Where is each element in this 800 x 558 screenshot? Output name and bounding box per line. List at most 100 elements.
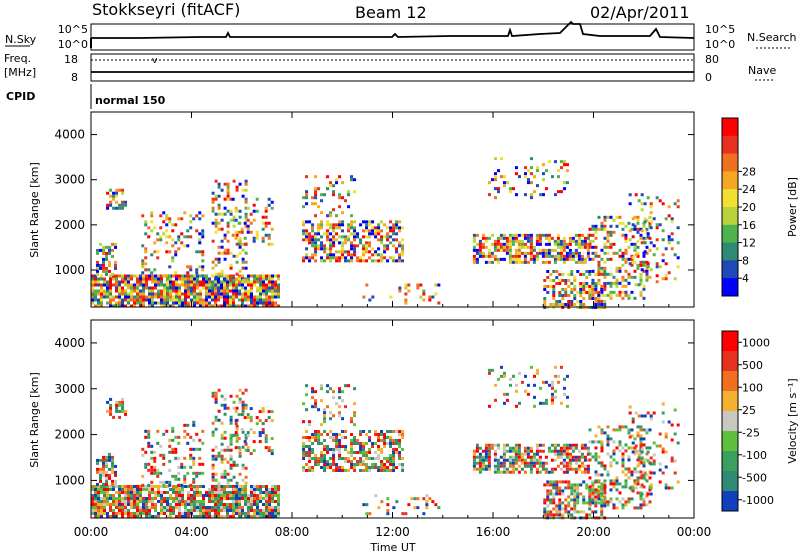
data-cell bbox=[478, 248, 482, 252]
data-cell bbox=[223, 212, 227, 216]
data-cell bbox=[362, 442, 366, 445]
data-cell bbox=[338, 256, 342, 260]
data-cell bbox=[277, 292, 280, 296]
data-cell bbox=[235, 233, 239, 237]
data-cell bbox=[511, 374, 515, 378]
data-cell bbox=[344, 384, 348, 388]
data-cell bbox=[211, 292, 214, 296]
data-cell bbox=[168, 450, 172, 454]
data-cell bbox=[583, 242, 587, 246]
data-cell bbox=[193, 503, 196, 506]
data-cell bbox=[499, 242, 503, 246]
data-cell bbox=[151, 289, 154, 293]
data-cell bbox=[649, 211, 653, 215]
data-cell bbox=[508, 377, 512, 381]
data-cell bbox=[147, 429, 151, 433]
data-cell bbox=[244, 388, 248, 392]
data-cell bbox=[153, 250, 157, 254]
data-cell bbox=[359, 445, 363, 448]
data-cell bbox=[520, 380, 524, 384]
data-cell bbox=[142, 295, 145, 299]
data-cell bbox=[600, 443, 604, 447]
data-cell bbox=[314, 259, 318, 263]
data-cell bbox=[187, 295, 190, 299]
data-cell bbox=[109, 203, 113, 207]
data-cell bbox=[326, 253, 330, 257]
data-cell bbox=[308, 235, 312, 239]
data-cell bbox=[338, 226, 342, 230]
data-cell bbox=[226, 191, 230, 195]
data-cell bbox=[249, 407, 253, 411]
data-cell bbox=[353, 387, 357, 391]
data-cell bbox=[264, 434, 268, 438]
data-cell bbox=[127, 292, 130, 296]
data-cell bbox=[487, 254, 491, 258]
data-cell bbox=[112, 415, 116, 419]
data-cell bbox=[586, 254, 590, 258]
data-cell bbox=[148, 491, 151, 494]
data-cell bbox=[475, 248, 479, 252]
data-cell bbox=[201, 265, 205, 269]
data-cell bbox=[621, 284, 625, 288]
data-cell bbox=[244, 448, 248, 452]
data-cell bbox=[109, 292, 112, 296]
data-cell bbox=[100, 491, 103, 494]
data-cell bbox=[652, 253, 656, 257]
data-cell bbox=[561, 272, 565, 276]
data-cell bbox=[597, 293, 601, 297]
data-cell bbox=[196, 506, 199, 509]
data-cell bbox=[311, 223, 315, 227]
data-cell bbox=[365, 433, 369, 436]
data-cell bbox=[302, 256, 306, 260]
data-cell bbox=[118, 509, 121, 512]
data-cell bbox=[621, 263, 625, 267]
data-cell bbox=[529, 254, 533, 258]
data-cell bbox=[353, 178, 357, 182]
data-cell bbox=[639, 476, 643, 480]
data-cell bbox=[223, 515, 226, 518]
data-cell bbox=[270, 452, 274, 456]
data-cell bbox=[347, 235, 351, 239]
data-cell bbox=[344, 256, 348, 260]
data-cell bbox=[244, 197, 248, 201]
data-cell bbox=[624, 260, 628, 264]
data-cell bbox=[94, 491, 97, 494]
data-cell bbox=[649, 202, 653, 206]
data-cell bbox=[496, 260, 500, 264]
data-cell bbox=[234, 206, 238, 210]
data-cell bbox=[597, 269, 601, 273]
data-cell bbox=[211, 280, 214, 284]
data-cell bbox=[202, 485, 205, 488]
data-cell bbox=[383, 457, 387, 460]
data-cell bbox=[262, 512, 265, 515]
data-cell bbox=[532, 404, 536, 408]
data-cell bbox=[609, 245, 613, 249]
data-cell bbox=[139, 298, 142, 302]
data-cell bbox=[541, 163, 545, 167]
data-cell bbox=[211, 488, 214, 491]
data-cell bbox=[118, 292, 121, 296]
data-cell bbox=[338, 396, 342, 400]
data-cell bbox=[573, 489, 577, 493]
freq-label: Freq. bbox=[4, 52, 31, 65]
data-cell bbox=[335, 181, 339, 185]
data-cell bbox=[487, 467, 491, 471]
data-cell bbox=[547, 242, 551, 246]
data-cell bbox=[241, 478, 245, 482]
data-cell bbox=[196, 491, 199, 494]
data-cell bbox=[561, 492, 565, 496]
data-cell bbox=[642, 284, 646, 288]
data-cell bbox=[550, 467, 554, 471]
data-cell bbox=[192, 456, 196, 460]
data-cell bbox=[118, 488, 121, 491]
data-cell bbox=[395, 226, 399, 230]
data-cell bbox=[145, 512, 148, 515]
data-cell bbox=[559, 242, 563, 246]
data-cell bbox=[502, 371, 506, 375]
data-cell bbox=[413, 497, 417, 501]
data-cell bbox=[211, 295, 214, 299]
data-cell bbox=[395, 232, 399, 236]
data-cell bbox=[196, 485, 199, 488]
data-cell bbox=[265, 494, 268, 497]
data-cell bbox=[160, 497, 163, 500]
